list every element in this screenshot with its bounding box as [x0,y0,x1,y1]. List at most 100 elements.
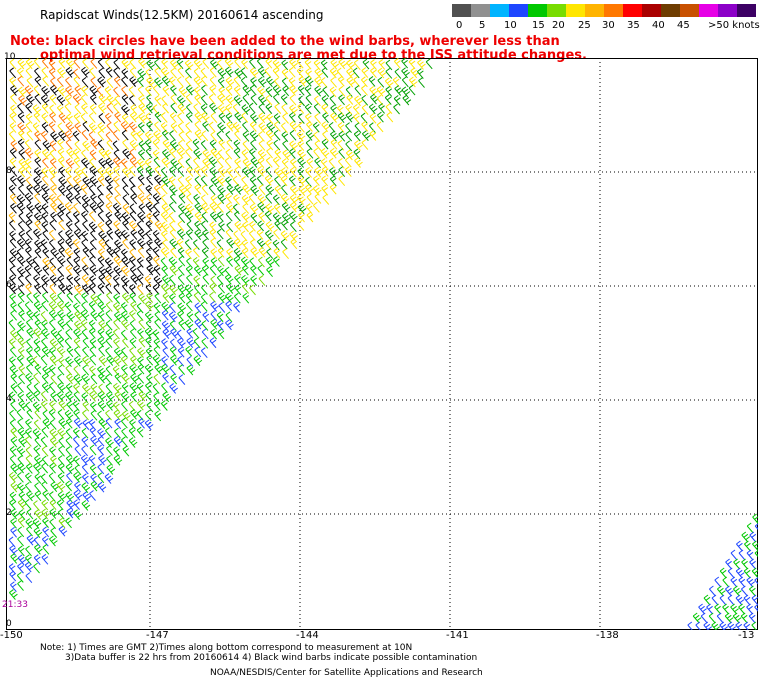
wind-barb [98,454,107,466]
wind-barb [224,157,232,169]
wind-barb [146,120,153,132]
wind-barb [121,427,128,439]
wind-barb [50,527,58,538]
wind-barb [749,585,756,597]
wind-barb [113,255,123,267]
wind-barb [178,192,186,204]
wind-barb [743,567,751,579]
wind-barb [145,147,153,159]
wind-barb [216,311,224,323]
wind-barb [233,95,243,106]
wind-barb [57,508,65,520]
wind-barb [9,491,17,503]
wind-barb [169,238,178,250]
wind-barb [266,76,275,88]
wind-barb [226,120,236,132]
wind-barb [177,247,185,259]
wind-barb [17,562,24,574]
wind-barb [184,75,192,87]
wind-barb [194,175,202,187]
wind-barb [89,202,99,213]
wind-barb [321,95,329,106]
wind-barb [297,203,307,215]
wind-barb [138,102,147,114]
wind-barb [58,176,68,188]
wind-barb [10,104,17,116]
wind-barb [41,328,50,340]
wind-barb [26,76,34,88]
wind-barb [193,291,201,303]
wind-barb [65,391,74,402]
wind-barb [153,265,161,276]
wind-barb [281,122,288,133]
wind-barb [168,184,178,196]
wind-barb [34,283,42,295]
wind-barb [130,130,138,141]
scale-label: >50 knots [708,20,760,31]
wind-barb [200,75,208,87]
wind-barb [58,219,66,231]
wind-barb [209,221,217,233]
wind-barb [82,176,92,188]
wind-barb [160,121,168,133]
wind-barb [9,265,17,277]
wind-barb [209,201,219,213]
wind-barb [146,401,154,413]
wind-barb [24,147,34,159]
scale-swatch [661,4,680,17]
wind-barb [154,95,162,106]
wind-barb [73,238,80,250]
wind-barb [266,113,274,125]
wind-barb [137,192,147,204]
wind-barb [98,238,108,250]
wind-barb [201,130,209,142]
wind-barb [265,166,273,178]
wind-barb [169,284,178,296]
wind-barb [361,84,368,96]
wind-barb [49,419,57,430]
wind-barb [128,437,138,448]
wind-barb [312,121,320,133]
wind-barb [49,283,57,295]
wind-barb [281,59,289,71]
wind-barb [210,310,218,322]
wind-barb [250,157,260,168]
wind-barb [34,202,44,214]
wind-barb [49,292,59,304]
wind-barb [9,76,17,88]
wind-barb [273,139,281,151]
wind-barb [144,327,154,339]
wind-barb [138,149,145,161]
wind-barb [49,111,56,123]
wind-barb [314,76,323,88]
wind-barb [98,383,106,395]
wind-barb [74,103,82,115]
wind-barb [105,319,113,331]
wind-barb [249,67,259,79]
wind-barb [26,94,35,105]
wind-barb [97,221,105,233]
wind-barb [137,356,144,368]
wind-barb [194,86,201,98]
wind-barb [201,265,209,276]
wind-barb [113,337,120,349]
wind-barb [177,264,185,276]
wind-barb [234,111,243,123]
wind-barb [57,409,65,420]
wind-barb [194,94,202,105]
wind-barb [258,275,266,286]
wind-barb [17,255,26,267]
wind-barb [34,212,43,224]
wind-barb [322,112,329,124]
wind-barb [169,293,176,305]
wind-barb [41,203,49,214]
wind-barb [257,264,265,276]
wind-barb [297,220,305,231]
wind-barb [9,147,17,159]
wind-barb [25,219,33,231]
wind-barb [281,184,288,196]
wind-barb [10,372,18,384]
lat-label-0: 0 [6,619,12,629]
wind-barb [105,66,113,78]
wind-barb [698,603,707,615]
